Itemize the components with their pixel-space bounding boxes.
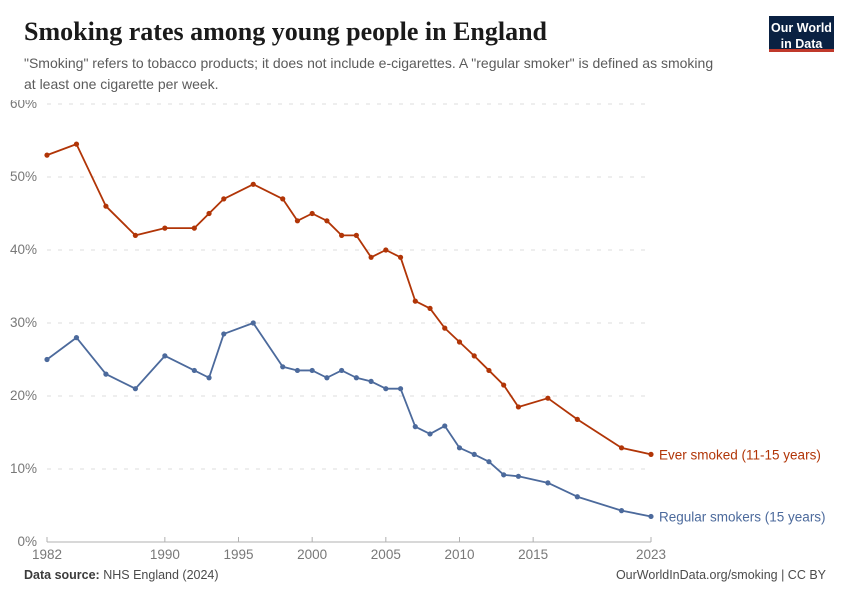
svg-text:2005: 2005: [371, 547, 401, 562]
svg-text:20%: 20%: [10, 388, 37, 403]
svg-text:2015: 2015: [518, 547, 548, 562]
svg-text:1990: 1990: [150, 547, 180, 562]
svg-text:2023: 2023: [636, 547, 666, 562]
svg-text:1982: 1982: [32, 547, 62, 562]
svg-text:Ever smoked (11-15 years): Ever smoked (11-15 years): [659, 447, 821, 462]
svg-text:10%: 10%: [10, 461, 37, 476]
svg-text:2000: 2000: [297, 547, 327, 562]
svg-text:30%: 30%: [10, 315, 37, 330]
svg-text:1995: 1995: [223, 547, 253, 562]
svg-text:2010: 2010: [444, 547, 474, 562]
svg-text:40%: 40%: [10, 242, 37, 257]
svg-text:50%: 50%: [10, 169, 37, 184]
svg-text:Regular smokers (15 years): Regular smokers (15 years): [659, 509, 826, 524]
svg-text:60%: 60%: [10, 100, 37, 111]
